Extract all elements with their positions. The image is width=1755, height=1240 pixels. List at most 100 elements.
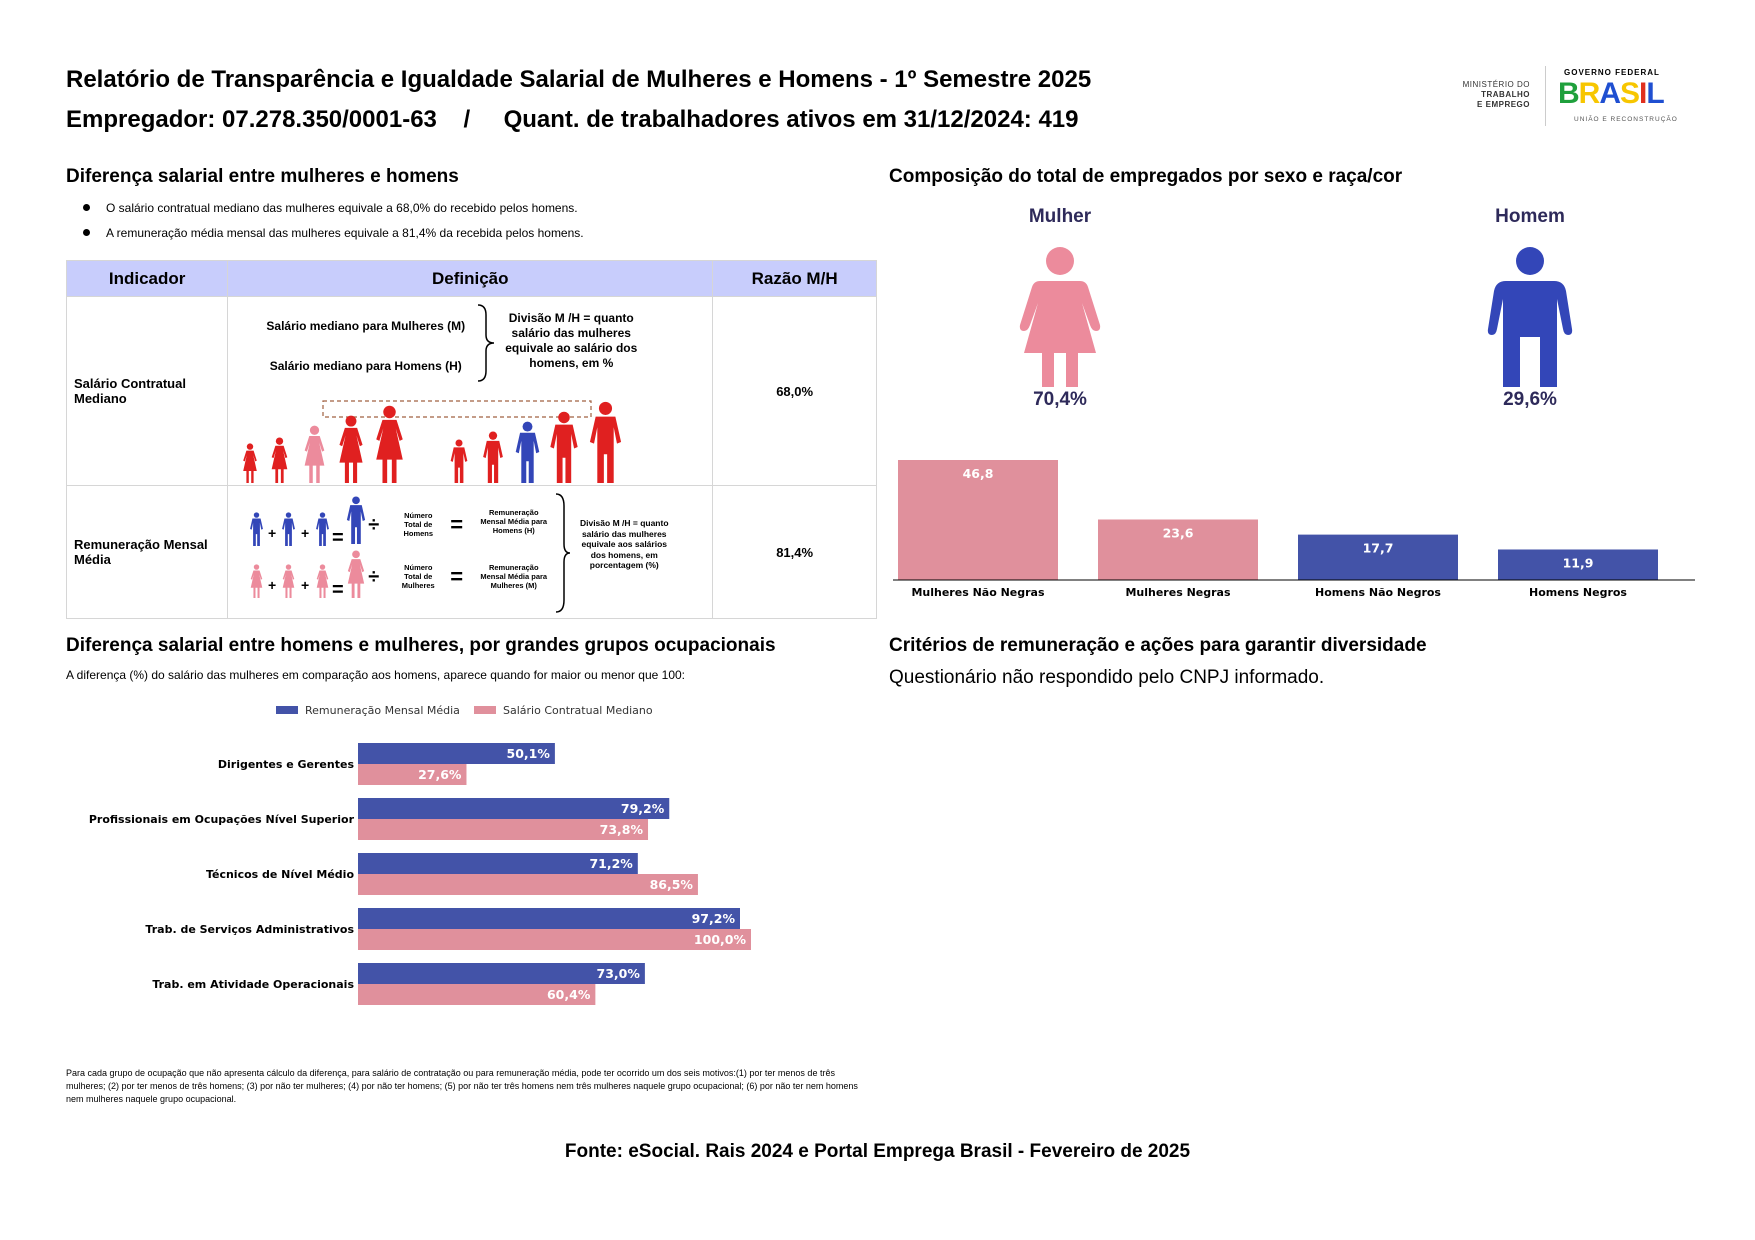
woman-icon (348, 550, 365, 598)
occupational-bar (358, 963, 645, 984)
man-icon (1487, 247, 1573, 387)
women-total-label: Número Total de Mulheres (401, 563, 435, 590)
equals-sign: = (332, 579, 344, 601)
formula-illustration: + + = + + = (250, 496, 366, 601)
ministry-line3: E EMPREGO (1477, 100, 1530, 109)
ministry-line1: MINISTÉRIO DO (1462, 80, 1530, 89)
def-men-median: Salário mediano para Homens (H) (269, 359, 462, 373)
equals-sign: = (332, 527, 344, 549)
col-header-definition: Definição (227, 260, 714, 297)
table-row: Salário Contratual Mediano Salário media… (65, 296, 877, 486)
person-icon (450, 439, 468, 483)
occupational-footnote: Para cada grupo de ocupação que não apre… (66, 1068, 858, 1104)
col-header-ratio: Razão M/H (712, 260, 877, 297)
def-women-median: Salário mediano para Mulheres (M) (266, 319, 466, 333)
people-illustration (243, 400, 622, 483)
legend-label: Salário Contratual Mediano (503, 704, 653, 717)
woman-icon (1019, 247, 1101, 387)
occupational-bar-label: 71,2% (589, 856, 633, 871)
person-icon (550, 411, 578, 483)
person-icon (483, 431, 504, 483)
woman-icon (250, 564, 263, 598)
person-icon (515, 421, 540, 483)
composition-bar-label: 23,6 (1163, 525, 1194, 540)
person-icon (304, 425, 325, 483)
man-pct: 29,6% (1503, 389, 1557, 410)
occupational-category-label: Dirigentes e Gerentes (218, 758, 355, 771)
definition-average: + + = + + = ÷ Número Total de Homens = Remune… (227, 485, 714, 619)
composition-title: Composição do total de empregados por se… (889, 166, 1403, 187)
occupational-bar (358, 853, 638, 874)
occupational-bar (358, 764, 467, 785)
gov-label: GOVERNO FEDERAL (1564, 68, 1660, 77)
equals-sign: = (450, 512, 464, 537)
occupational-category-label: Profissionais em Ocupações Nível Superio… (89, 813, 355, 826)
composition-category-label: Mulheres Negras (1125, 586, 1230, 599)
man-icon (347, 496, 366, 544)
composition-bar (1098, 519, 1258, 580)
occupational-category-label: Trab. de Serviços Administrativos (145, 923, 354, 936)
composition-category-label: Homens Negros (1529, 586, 1627, 599)
plus-sign: + (301, 525, 309, 541)
occupational-title: Diferença salarial entre homens e mulher… (66, 635, 776, 656)
occupational-bar-label: 73,0% (597, 966, 641, 981)
person-icon (271, 437, 288, 483)
indicator-average: Remuneração Mensal Média (65, 485, 229, 619)
plus-sign: + (301, 577, 309, 593)
occupational-bar-label: 86,5% (650, 877, 694, 892)
composition-bar-label: 46,8 (963, 466, 994, 481)
person-icon (590, 401, 622, 483)
women-avg-label: Remuneração Mensal Média para Mulheres (… (480, 563, 548, 590)
composition-category-label: Homens Não Negros (1315, 586, 1441, 599)
man-icon (250, 512, 264, 546)
legend-swatch (474, 706, 496, 714)
occupational-bar-label: 100,0% (694, 932, 747, 947)
composition-bar-label: 17,7 (1363, 541, 1394, 556)
occupational-bar (358, 819, 649, 840)
person-icon (376, 405, 404, 483)
brace-icon (478, 304, 495, 382)
col-header-indicator: Indicador (65, 260, 229, 297)
woman-pct: 70,4% (1033, 389, 1087, 410)
criteria-title: Critérios de remuneração e ações para ga… (889, 635, 1427, 656)
person-icon (339, 415, 363, 483)
median-highlight-box (322, 400, 592, 418)
woman-label: Mulher (1028, 206, 1092, 227)
men-total-label: Número Total de Homens (403, 511, 434, 538)
person-icon (243, 443, 258, 483)
occupational-category-label: Técnicos de Nível Médio (206, 868, 355, 881)
occupational-bar (358, 929, 751, 950)
occupational-bar-label: 27,6% (418, 767, 462, 782)
occupational-bar (358, 874, 698, 895)
source-footer: Fonte: eSocial. Rais 2024 e Portal Empre… (564, 1141, 1191, 1162)
occupational-bar-label: 79,2% (621, 801, 665, 816)
woman-icon (282, 564, 295, 598)
ministry-line2: TRABALHO (1481, 90, 1530, 99)
occupational-subtitle: A diferença (%) do salário das mulheres … (66, 668, 686, 682)
criteria-text: Questionário não respondido pelo CNPJ in… (889, 667, 1325, 688)
man-icon (282, 512, 296, 546)
gap-bullets: O salário contratual mediano das mulhere… (66, 200, 584, 250)
men-avg-label: Remuneração Mensal Média para Homens (H) (480, 508, 548, 535)
ratio-median: 68,0% (712, 296, 877, 486)
occupational-bar (358, 908, 740, 929)
indicator-median: Salário Contratual Mediano (65, 296, 229, 486)
occupational-bar-label: 60,4% (547, 987, 591, 1002)
legend-label: Remuneração Mensal Média (305, 704, 460, 717)
composition-bar (898, 460, 1058, 580)
gap-bullet: A remuneração média mensal das mulheres … (66, 225, 584, 250)
def-note-average: Divisão M /H = quanto salário das mulher… (579, 518, 669, 570)
plus-sign: + (268, 577, 276, 593)
report-title: Relatório de Transparência e Igualdade S… (66, 66, 1092, 93)
employer-info: Empregador: 07.278.350/0001-63 / Quant. … (66, 106, 1079, 133)
table-row: Remuneração Mensal Média + + = + + = ÷ Número… (65, 485, 877, 619)
gap-bullet: O salário contratual mediano das mulhere… (66, 200, 584, 225)
plus-sign: + (268, 525, 276, 541)
man-icon (316, 512, 330, 546)
composition-bar (1498, 549, 1658, 580)
indicator-table: Indicador Definição Razão M/H Salário Co… (65, 260, 877, 619)
definition-median: Salário mediano para Mulheres (M) Salári… (227, 296, 714, 486)
occupational-bar (358, 798, 670, 819)
man-label: Homem (1495, 206, 1565, 227)
occupational-bar-label: 97,2% (692, 911, 736, 926)
